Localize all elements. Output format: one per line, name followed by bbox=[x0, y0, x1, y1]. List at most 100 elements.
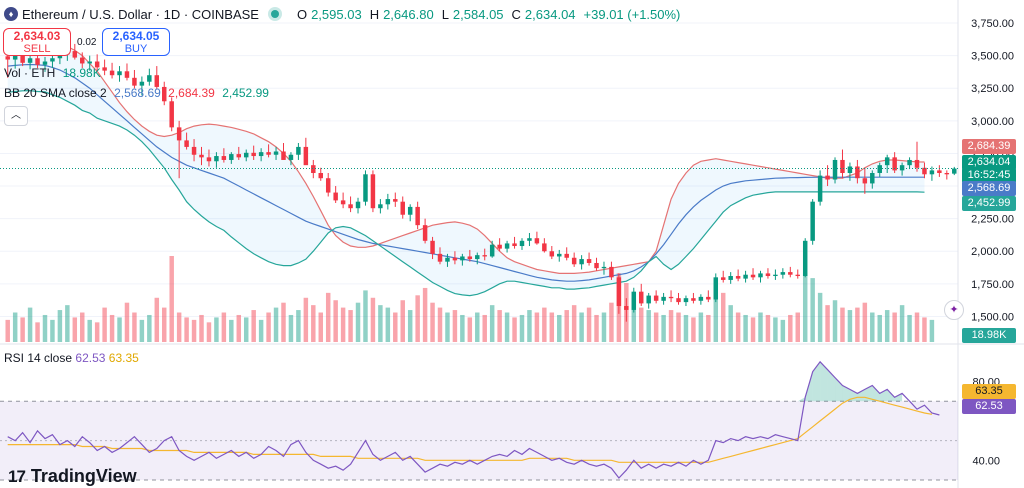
candle-body bbox=[482, 255, 487, 257]
candle-body bbox=[929, 170, 935, 175]
candle-body bbox=[579, 259, 584, 265]
volume-bar bbox=[862, 302, 868, 342]
last-price-tag: 2,634.04 bbox=[962, 155, 1016, 170]
rsi-overbought-fill bbox=[797, 397, 806, 402]
volume-bar bbox=[489, 305, 495, 342]
volume-bar bbox=[884, 310, 890, 342]
candle-body bbox=[206, 157, 212, 162]
candle-body bbox=[333, 192, 338, 201]
volume-bar bbox=[832, 300, 838, 342]
volume-bar bbox=[348, 310, 353, 342]
bb-legend[interactable]: BB 20 SMA close 2 2,568.69 2,684.39 2,45… bbox=[4, 86, 273, 100]
candle-body bbox=[646, 295, 651, 304]
candle-body bbox=[914, 159, 920, 168]
volume-bar bbox=[825, 305, 830, 342]
candle-body bbox=[571, 257, 577, 265]
volume-bar bbox=[452, 310, 458, 342]
volume-bar bbox=[109, 314, 115, 342]
price-tick-label: 3,250.00 bbox=[971, 83, 1014, 95]
buy-button[interactable]: 2,634.05 BUY bbox=[102, 28, 170, 56]
open-value: 2,595.03 bbox=[311, 6, 362, 22]
price-tick-label: 2,000.00 bbox=[971, 246, 1014, 258]
volume-legend[interactable]: Vol · ETH 18.98K bbox=[4, 66, 105, 80]
volume-bar bbox=[184, 317, 189, 342]
volume-bar bbox=[713, 283, 719, 342]
candle-body bbox=[952, 168, 957, 174]
volume-bar bbox=[12, 312, 18, 342]
volume-bar bbox=[415, 295, 420, 342]
volume-tag: 18.98K bbox=[962, 328, 1016, 343]
volume-bar bbox=[460, 314, 465, 342]
volume-bar bbox=[393, 312, 398, 342]
volume-bar bbox=[676, 312, 681, 342]
rsi-legend[interactable]: RSI 14 close 62.53 63.35 bbox=[4, 351, 139, 365]
volume-bar bbox=[5, 319, 10, 342]
volume-bar bbox=[847, 310, 853, 342]
close-value: 2,634.04 bbox=[524, 6, 576, 22]
candle-body bbox=[318, 173, 323, 179]
volume-bar bbox=[288, 314, 294, 342]
volume-bar bbox=[735, 312, 741, 342]
volume-bar bbox=[162, 307, 167, 342]
candle-body bbox=[191, 146, 197, 155]
volume-bar bbox=[810, 278, 815, 342]
volume-bar bbox=[609, 302, 614, 342]
candle-body bbox=[780, 272, 786, 275]
candle-body bbox=[802, 240, 808, 277]
candle-body bbox=[42, 61, 48, 65]
volume-bar bbox=[773, 317, 778, 342]
volume-bar bbox=[102, 307, 107, 342]
ethereum-icon: ♦ bbox=[4, 7, 18, 21]
candle-body bbox=[437, 253, 443, 262]
candle-body bbox=[788, 272, 793, 275]
candle-body bbox=[124, 71, 130, 78]
low-label: L bbox=[441, 6, 449, 22]
candle-body bbox=[758, 273, 763, 278]
candle-body bbox=[937, 170, 942, 173]
spread-value: 0.02 bbox=[77, 37, 97, 48]
sell-button[interactable]: 2,634.03 SELL bbox=[3, 28, 71, 56]
bb-fill-area bbox=[7, 38, 925, 296]
volume-bar bbox=[564, 310, 569, 342]
candle-body bbox=[5, 56, 10, 60]
volume-bar bbox=[20, 317, 25, 342]
volume-bar bbox=[765, 314, 771, 342]
symbol-title[interactable]: Ethereum / U.S. Dollar · 1D · COINBASE bbox=[22, 6, 259, 22]
candle-body bbox=[385, 199, 391, 205]
rsi-legend-value: 62.53 bbox=[75, 351, 106, 365]
rsi-overbought-fill bbox=[872, 385, 880, 402]
rsi-overbought-fill bbox=[894, 393, 903, 402]
tradingview-mark-icon: 17 bbox=[8, 466, 26, 486]
candle-body bbox=[631, 291, 637, 310]
candle-body bbox=[102, 67, 107, 71]
volume-bar bbox=[243, 317, 249, 342]
volume-bar bbox=[378, 305, 383, 342]
candle-body bbox=[132, 77, 137, 86]
candle-body bbox=[147, 75, 152, 82]
volume-bar bbox=[80, 312, 85, 342]
close-label: C bbox=[511, 6, 521, 22]
collapse-legend-button[interactable]: ︿ bbox=[4, 106, 28, 126]
candle-body bbox=[825, 175, 830, 180]
volume-bar bbox=[631, 297, 637, 342]
candle-body bbox=[840, 159, 845, 173]
rsi-overbought-fill bbox=[887, 389, 895, 402]
candle-body bbox=[549, 251, 555, 257]
volume-bar bbox=[475, 312, 480, 342]
open-label: O bbox=[296, 6, 308, 22]
volume-bar bbox=[65, 305, 70, 342]
candle-body bbox=[497, 244, 502, 249]
volume-bar bbox=[191, 319, 197, 342]
sell-label: SELL bbox=[23, 43, 51, 55]
bb-legend-upper: 2,684.39 bbox=[168, 86, 215, 100]
sparkle-icon[interactable]: ✦ bbox=[944, 300, 964, 320]
volume-bar bbox=[840, 307, 845, 342]
low-value: 2,584.05 bbox=[452, 6, 504, 22]
candle-body bbox=[944, 173, 950, 175]
bb-legend-lower: 2,452.99 bbox=[222, 86, 269, 100]
candle-body bbox=[922, 167, 927, 175]
volume-bar bbox=[557, 314, 562, 342]
volume-bar bbox=[504, 312, 510, 342]
volume-bar bbox=[437, 307, 443, 342]
